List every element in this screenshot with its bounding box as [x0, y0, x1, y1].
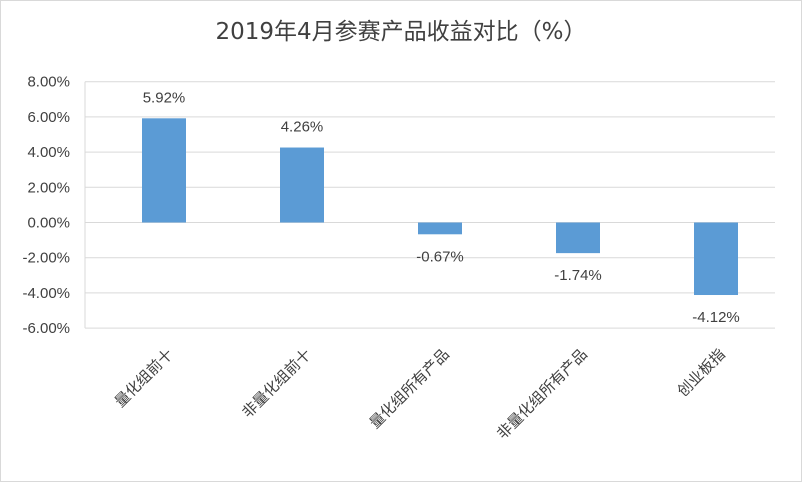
bars	[142, 118, 738, 296]
y-axis: 8.00% 6.00% 4.00% 2.00% 0.00% -2.00% -4.00% -6.…	[22, 74, 86, 337]
bar	[556, 222, 600, 254]
bar	[418, 222, 462, 235]
y-tick-label: 2.00%	[27, 179, 70, 196]
data-labels: 5.92% 4.26% -0.67% -1.74% -4.12%	[143, 89, 740, 326]
bar	[694, 222, 738, 296]
x-tick-label: 创业板指	[674, 345, 729, 400]
bar	[142, 118, 186, 223]
data-label: 4.26%	[281, 119, 324, 136]
data-label: -0.67%	[416, 248, 464, 265]
data-label: 5.92%	[143, 89, 186, 106]
y-tick-label: 6.00%	[27, 109, 70, 126]
y-tick-label: -6.00%	[22, 320, 70, 337]
gridlines	[85, 81, 775, 329]
y-tick-label: 0.00%	[27, 215, 70, 232]
y-tick-label: -2.00%	[22, 250, 70, 267]
x-tick-label: 非量化组前十	[238, 345, 314, 421]
chart-title: 2019年4月参赛产品收益对比（%）	[215, 19, 587, 45]
data-label: -1.74%	[554, 267, 602, 284]
x-tick-label: 非量化组所有产品	[493, 345, 591, 443]
y-tick-label: -4.00%	[22, 285, 70, 302]
bar	[280, 147, 324, 223]
x-axis: 量化组前十 非量化组前十 量化组所有产品 非量化组所有产品 创业板指	[111, 345, 729, 443]
x-tick-label: 量化组所有产品	[366, 345, 453, 432]
y-tick-label: 8.00%	[27, 74, 70, 91]
data-label: -4.12%	[692, 309, 740, 326]
y-tick-label: 4.00%	[27, 144, 70, 161]
x-tick-label: 量化组前十	[111, 345, 177, 411]
